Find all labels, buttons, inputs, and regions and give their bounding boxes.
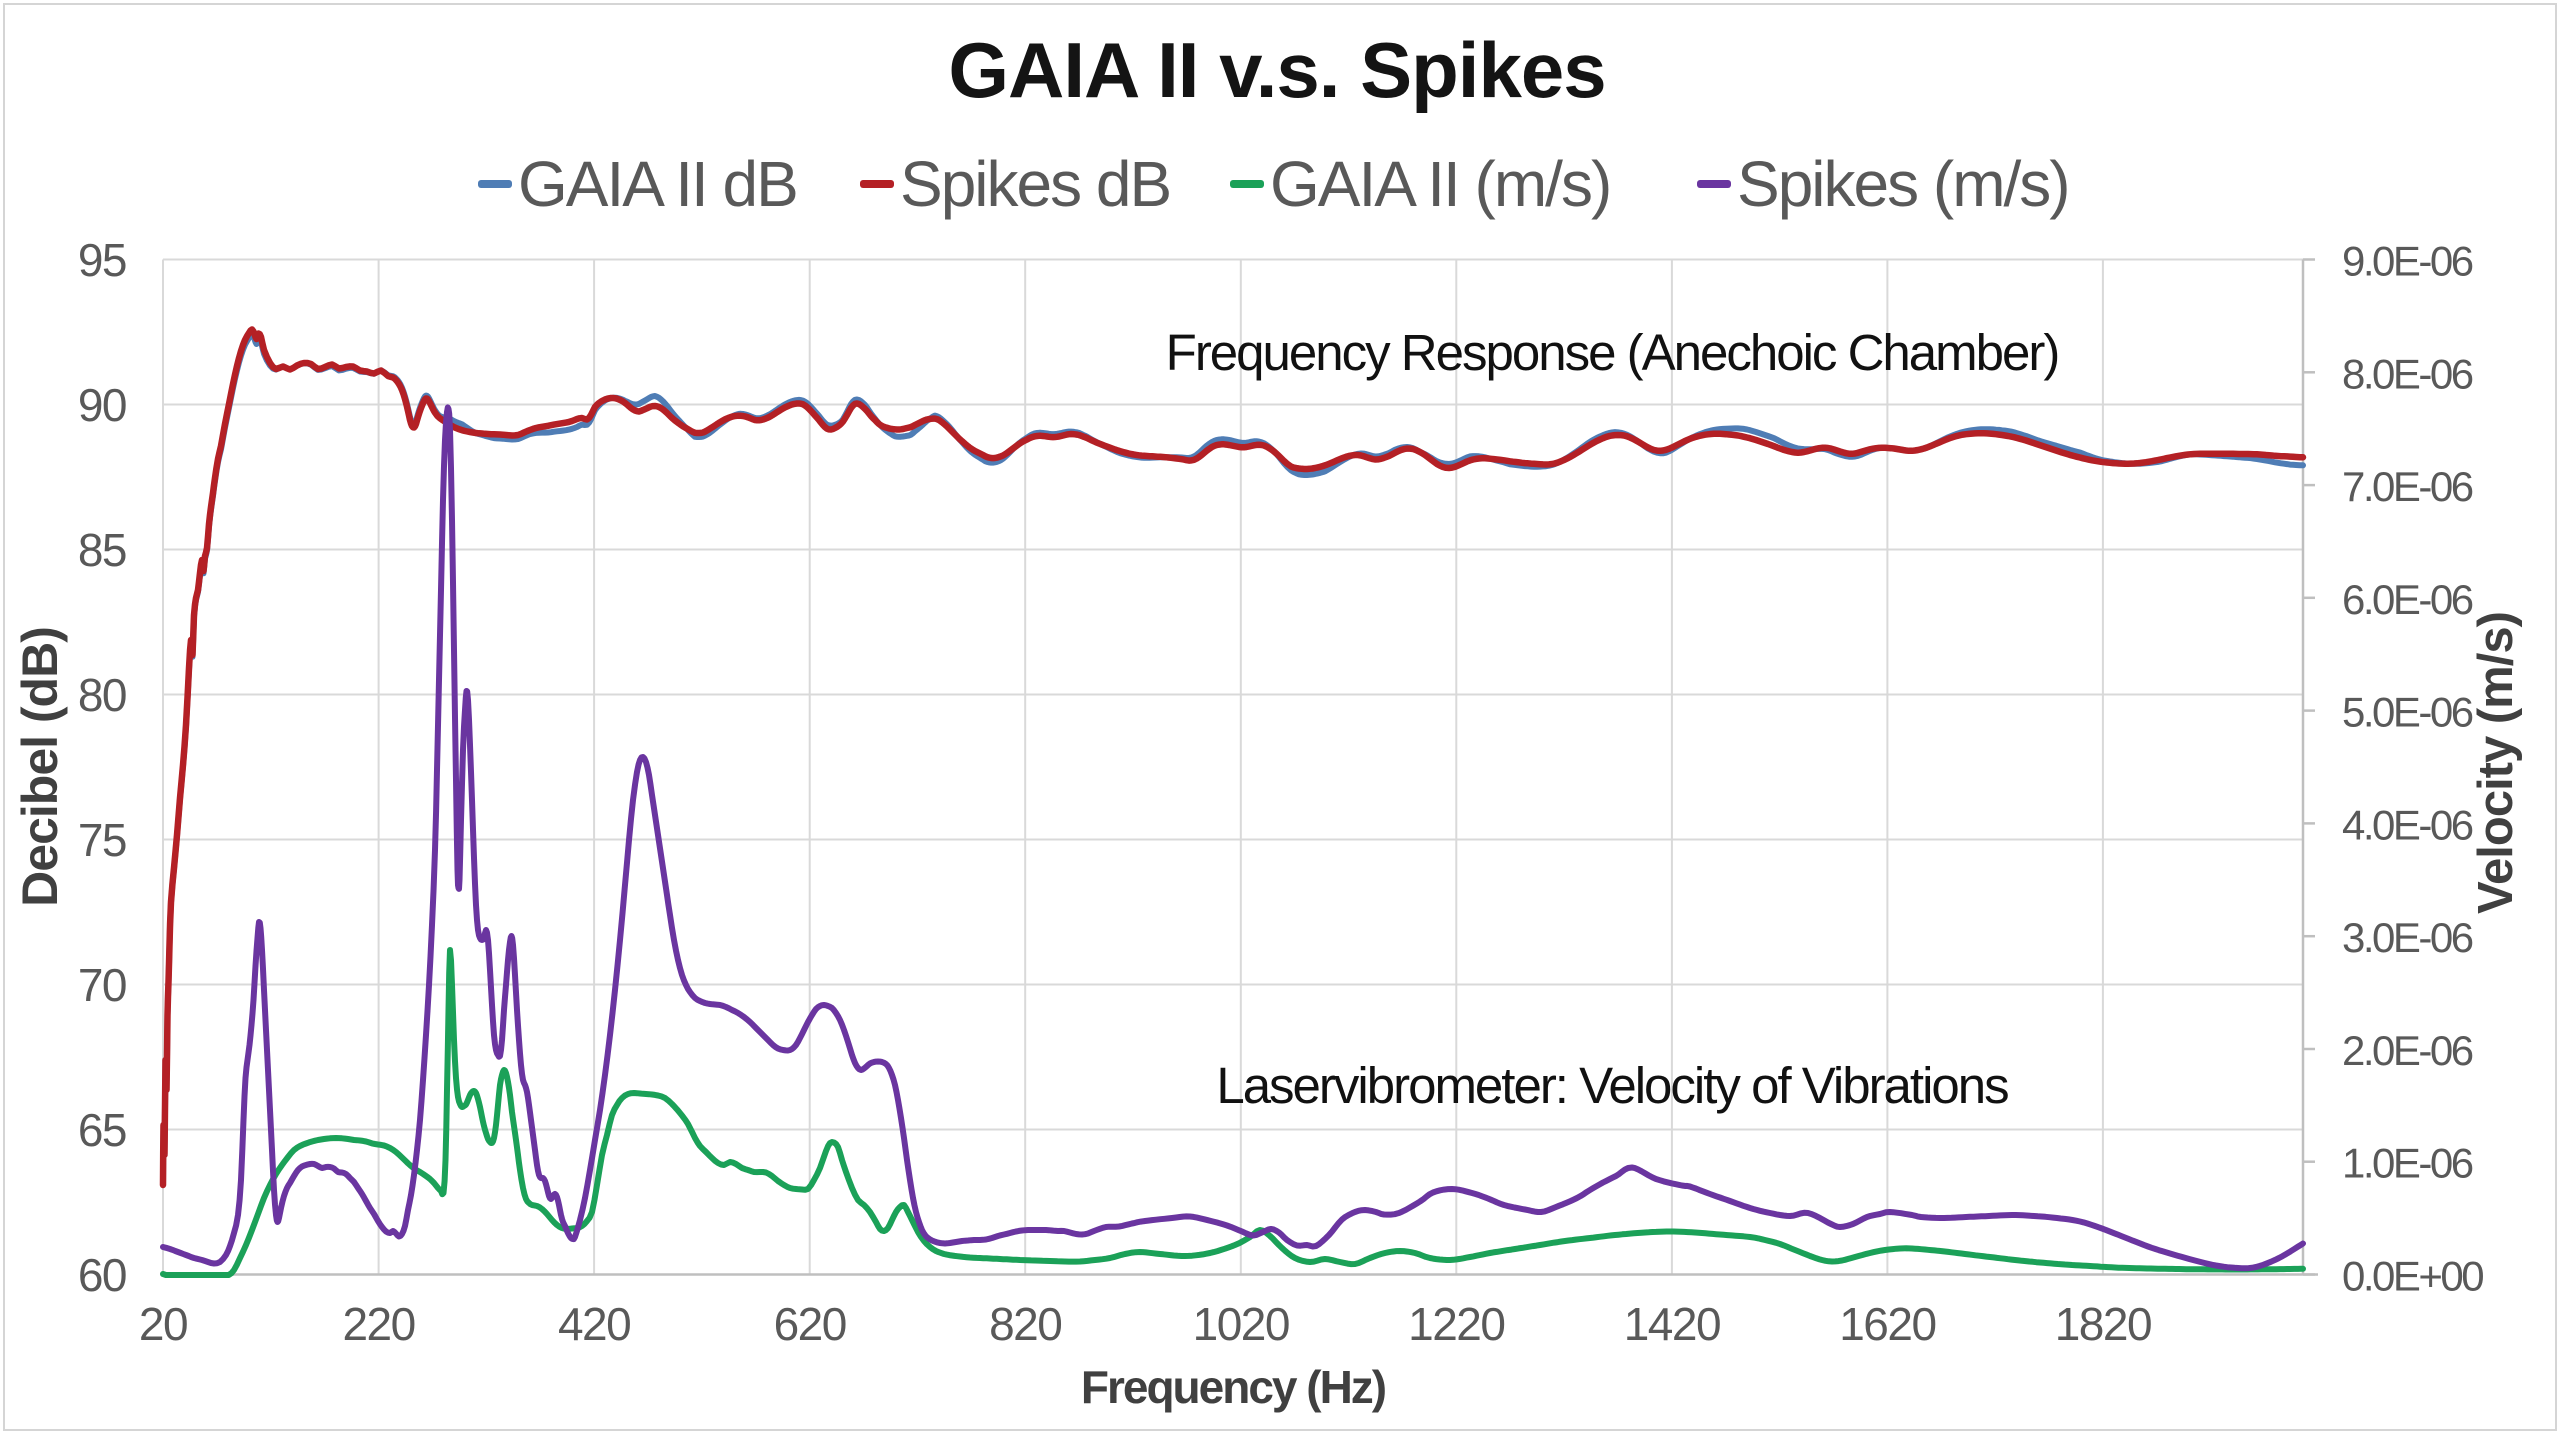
svg-text:65: 65 bbox=[78, 1104, 126, 1156]
svg-text:90: 90 bbox=[78, 379, 126, 431]
svg-text:Spikes (m/s): Spikes (m/s) bbox=[1737, 148, 2069, 220]
svg-text:9.0E-06: 9.0E-06 bbox=[2342, 238, 2473, 285]
svg-text:1820: 1820 bbox=[2055, 1298, 2151, 1350]
svg-text:85: 85 bbox=[78, 524, 126, 576]
svg-text:Frequency (Hz): Frequency (Hz) bbox=[1081, 1361, 1386, 1413]
svg-text:Decibel (dB): Decibel (dB) bbox=[12, 627, 68, 907]
svg-text:20: 20 bbox=[139, 1298, 187, 1350]
svg-text:70: 70 bbox=[78, 959, 126, 1011]
svg-text:6.0E-06: 6.0E-06 bbox=[2342, 576, 2473, 623]
svg-text:Frequency Response (Anechoic C: Frequency Response (Anechoic Chamber) bbox=[1166, 324, 2059, 381]
svg-text:75: 75 bbox=[78, 814, 126, 866]
svg-text:220: 220 bbox=[342, 1298, 414, 1350]
svg-text:420: 420 bbox=[558, 1298, 630, 1350]
svg-text:95: 95 bbox=[78, 234, 126, 286]
svg-text:5.0E-06: 5.0E-06 bbox=[2342, 689, 2473, 736]
svg-text:0.0E+00: 0.0E+00 bbox=[2342, 1253, 2483, 1300]
svg-text:1220: 1220 bbox=[1408, 1298, 1504, 1350]
svg-text:4.0E-06: 4.0E-06 bbox=[2342, 801, 2473, 848]
svg-text:Spikes dB: Spikes dB bbox=[900, 148, 1170, 220]
svg-text:2.0E-06: 2.0E-06 bbox=[2342, 1027, 2473, 1074]
svg-text:620: 620 bbox=[774, 1298, 846, 1350]
svg-text:60: 60 bbox=[78, 1249, 126, 1301]
svg-text:GAIA II (m/s): GAIA II (m/s) bbox=[1270, 148, 1610, 220]
svg-text:GAIA II dB: GAIA II dB bbox=[518, 148, 797, 220]
svg-text:8.0E-06: 8.0E-06 bbox=[2342, 350, 2473, 397]
svg-text:80: 80 bbox=[78, 669, 126, 721]
svg-text:1420: 1420 bbox=[1624, 1298, 1720, 1350]
svg-text:1.0E-06: 1.0E-06 bbox=[2342, 1140, 2473, 1187]
svg-text:1620: 1620 bbox=[1839, 1298, 1935, 1350]
svg-text:GAIA II v.s. Spikes: GAIA II v.s. Spikes bbox=[948, 26, 1605, 114]
svg-text:3.0E-06: 3.0E-06 bbox=[2342, 914, 2473, 961]
svg-text:1020: 1020 bbox=[1193, 1298, 1289, 1350]
svg-text:Laservibrometer: Velocity of V: Laservibrometer: Velocity of Vibrations bbox=[1216, 1057, 2008, 1114]
svg-text:Velocity (m/s): Velocity (m/s) bbox=[2469, 612, 2523, 914]
svg-text:820: 820 bbox=[989, 1298, 1061, 1350]
svg-text:7.0E-06: 7.0E-06 bbox=[2342, 463, 2473, 510]
